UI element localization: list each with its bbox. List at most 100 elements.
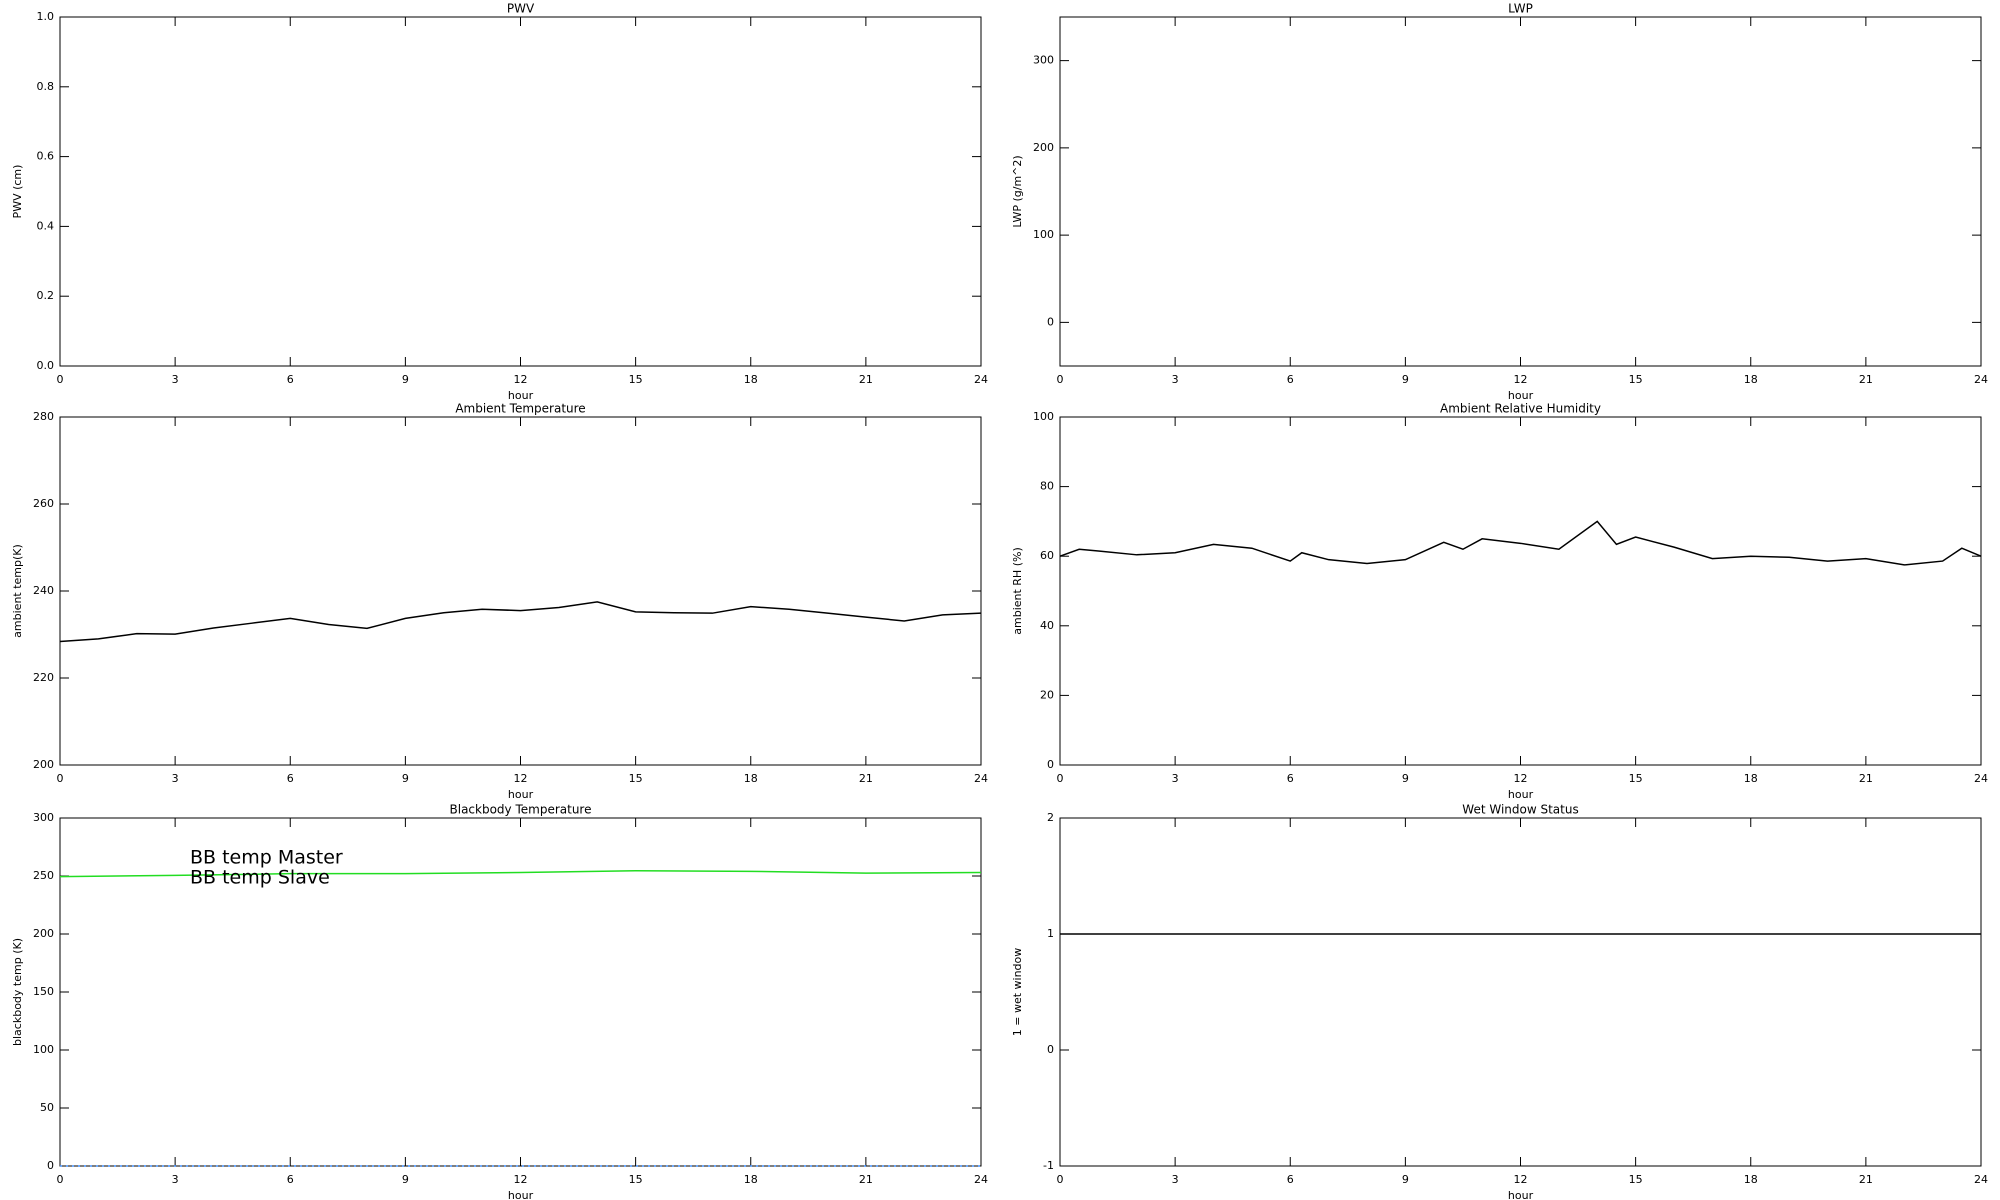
y-tick-label: 1	[1047, 927, 1054, 940]
x-tick-label: 21	[1859, 772, 1873, 785]
y-tick-label: 250	[33, 869, 54, 882]
chart-title: Wet Window Status	[1462, 803, 1578, 817]
y-tick-label: 1.0	[37, 10, 55, 23]
x-axis-label: hour	[1508, 1189, 1534, 1200]
y-tick-label: 0.8	[37, 80, 55, 93]
x-tick-label: 24	[974, 772, 988, 785]
x-tick-label: 18	[1744, 373, 1758, 386]
legend-entry: BB temp Slave	[190, 867, 330, 889]
x-tick-label: 18	[1744, 772, 1758, 785]
y-tick-label: 0.0	[37, 359, 55, 372]
y-tick-label: 200	[1033, 141, 1054, 154]
y-axis-label: LWP (g/m^2)	[1011, 155, 1024, 227]
x-tick-label: 6	[287, 1173, 294, 1186]
x-tick-label: 0	[57, 1173, 64, 1186]
x-tick-label: 12	[514, 1173, 528, 1186]
x-tick-label: 9	[402, 772, 409, 785]
x-axis-label: hour	[508, 788, 534, 801]
x-tick-label: 15	[629, 1173, 643, 1186]
y-tick-label: 100	[1033, 228, 1054, 241]
x-tick-label: 0	[57, 373, 64, 386]
y-tick-label: 0	[1047, 315, 1054, 328]
x-tick-label: 15	[1629, 1173, 1643, 1186]
x-tick-label: 3	[172, 1173, 179, 1186]
y-tick-label: 100	[33, 1043, 54, 1056]
x-tick-label: 3	[172, 772, 179, 785]
x-tick-label: 12	[1514, 772, 1528, 785]
y-tick-label: 0.4	[37, 219, 55, 232]
series-line	[1059, 520, 1982, 566]
x-tick-label: 0	[1057, 772, 1064, 785]
x-tick-label: 12	[1514, 1173, 1528, 1186]
x-tick-label: 21	[859, 772, 873, 785]
x-axis-label: hour	[508, 1189, 534, 1200]
x-tick-label: 15	[1629, 373, 1643, 386]
x-tick-label: 12	[1514, 373, 1528, 386]
x-tick-label: 6	[1287, 1173, 1294, 1186]
chart-title: PWV	[507, 2, 535, 16]
y-tick-label: 200	[33, 927, 54, 940]
y-tick-label: 80	[1040, 480, 1054, 493]
series-line	[59, 870, 982, 878]
y-tick-label: 0	[47, 1159, 54, 1172]
x-tick-label: 15	[629, 772, 643, 785]
x-tick-label: 0	[57, 772, 64, 785]
y-axis-label: 1 = wet window	[1011, 948, 1024, 1037]
y-tick-label: 280	[33, 410, 54, 423]
x-tick-label: 18	[1744, 1173, 1758, 1186]
legend-entry: BB temp Master	[190, 847, 343, 869]
chart-title: Ambient Temperature	[455, 402, 585, 416]
series-line	[59, 601, 982, 643]
y-tick-label: 300	[33, 811, 54, 824]
x-tick-label: 21	[1859, 1173, 1873, 1186]
x-tick-label: 21	[1859, 373, 1873, 386]
x-tick-label: 3	[1172, 373, 1179, 386]
y-tick-label: 220	[33, 671, 54, 684]
x-tick-label: 3	[1172, 772, 1179, 785]
chart-title: Blackbody Temperature	[450, 803, 592, 817]
x-axis-label: hour	[1508, 788, 1534, 801]
x-tick-label: 12	[514, 772, 528, 785]
y-tick-label: 40	[1040, 619, 1054, 632]
y-tick-label: 200	[33, 758, 54, 771]
x-tick-label: 21	[859, 1173, 873, 1186]
chart-title: Ambient Relative Humidity	[1440, 402, 1601, 416]
y-tick-label: 0.6	[37, 150, 55, 163]
y-tick-label: 240	[33, 584, 54, 597]
x-tick-label: 18	[744, 772, 758, 785]
x-tick-label: 0	[1057, 1173, 1064, 1186]
y-axis-label: ambient temp(K)	[11, 544, 24, 638]
y-tick-label: 300	[1033, 54, 1054, 67]
x-tick-label: 9	[1402, 772, 1409, 785]
y-tick-label: 60	[1040, 549, 1054, 562]
y-tick-label: 50	[40, 1101, 54, 1114]
y-tick-label: 2	[1047, 811, 1054, 824]
x-tick-label: 3	[172, 373, 179, 386]
y-tick-label: 260	[33, 497, 54, 510]
y-tick-label: 150	[33, 985, 54, 998]
y-tick-label: 100	[1033, 410, 1054, 423]
x-tick-label: 6	[1287, 772, 1294, 785]
y-axis-label: blackbody temp (K)	[11, 938, 24, 1046]
y-tick-label: -1	[1043, 1159, 1054, 1172]
x-axis-label: hour	[508, 389, 534, 402]
y-tick-label: 0	[1047, 1043, 1054, 1056]
x-tick-label: 9	[402, 373, 409, 386]
x-tick-label: 3	[1172, 1173, 1179, 1186]
x-tick-label: 0	[1057, 373, 1064, 386]
x-tick-label: 15	[1629, 772, 1643, 785]
x-tick-label: 24	[1974, 772, 1988, 785]
y-tick-label: 0.2	[37, 289, 55, 302]
y-tick-label: 0	[1047, 758, 1054, 771]
x-tick-label: 9	[402, 1173, 409, 1186]
x-tick-label: 6	[287, 772, 294, 785]
chart-title: LWP	[1508, 2, 1533, 16]
x-axis-label: hour	[1508, 389, 1534, 402]
x-tick-label: 18	[744, 373, 758, 386]
y-axis-label: ambient RH (%)	[1011, 547, 1024, 635]
x-tick-label: 21	[859, 373, 873, 386]
x-tick-label: 6	[287, 373, 294, 386]
x-tick-label: 9	[1402, 1173, 1409, 1186]
x-tick-label: 18	[744, 1173, 758, 1186]
